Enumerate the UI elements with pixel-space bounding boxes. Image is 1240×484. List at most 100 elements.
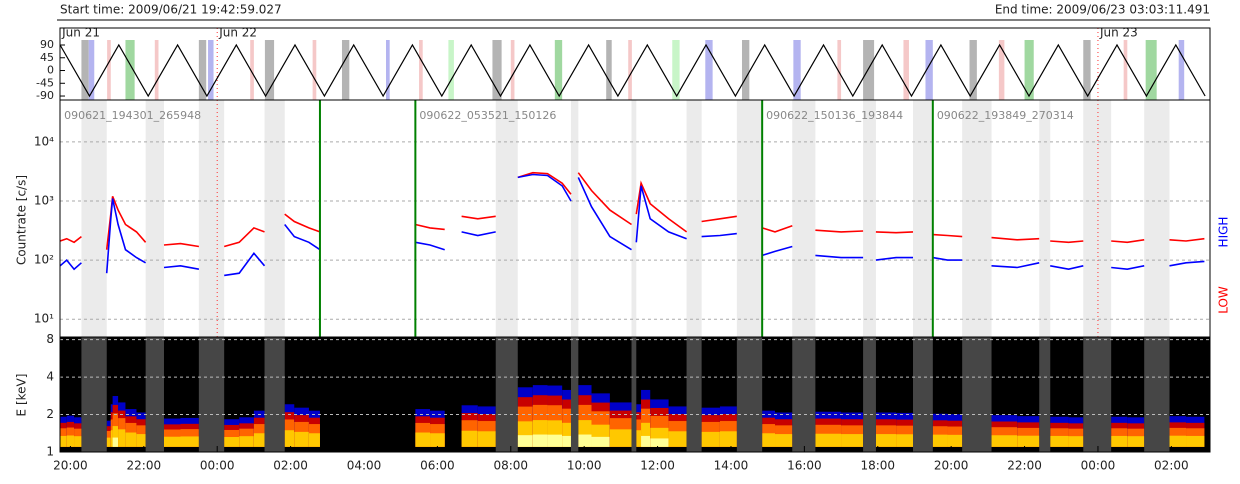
shade-band	[686, 337, 702, 452]
shade-band	[736, 337, 763, 452]
countrate-line	[59, 173, 1205, 277]
attitude-band	[1178, 40, 1185, 100]
attitude-band	[312, 40, 317, 100]
day-label: Jun 21	[61, 26, 100, 40]
y-tick-label: 0	[47, 64, 54, 77]
attitude-band	[606, 40, 612, 100]
attitude-band	[448, 40, 454, 100]
shade-band	[912, 337, 933, 452]
spectrogram-cell	[1111, 435, 1128, 447]
spectrogram-cell	[815, 433, 842, 447]
shade-band	[1039, 337, 1051, 452]
attitude-band	[969, 40, 977, 100]
attitude-band	[264, 40, 275, 100]
shade-band	[264, 100, 285, 337]
attitude-band	[741, 40, 750, 100]
y-tick-label: 4	[46, 370, 54, 384]
x-tick-label: 00:00	[1081, 459, 1116, 473]
attitude-band	[198, 40, 207, 100]
shade-band	[962, 337, 992, 452]
y-tick-label: 1	[46, 445, 54, 459]
attitude-band	[1083, 40, 1091, 100]
shade-band	[631, 100, 637, 337]
attitude-band	[208, 40, 214, 100]
spectrogram-cell	[118, 429, 126, 447]
shade-band	[962, 100, 992, 337]
spectrogram-cell	[609, 429, 632, 447]
attitude-band	[341, 40, 350, 100]
x-tick-label: 02:00	[273, 459, 308, 473]
y-tick-label: -90	[36, 89, 54, 102]
x-tick-label: 22:00	[127, 459, 162, 473]
shade-band	[1039, 100, 1051, 337]
attitude-band	[419, 40, 423, 100]
panel-frame	[59, 336, 1211, 453]
x-tick-label: 04:00	[347, 459, 382, 473]
spectrogram-cell	[668, 431, 687, 447]
spectrogram-cell	[284, 430, 295, 447]
spectrogram-cell	[308, 433, 320, 447]
shade-band	[145, 337, 164, 452]
spectrogram-cell	[294, 431, 309, 447]
spectrogram-cell	[66, 435, 75, 447]
spectrogram-cell	[650, 438, 669, 447]
spectrogram-cell	[461, 430, 478, 447]
spectrogram-cell	[562, 435, 571, 447]
shade-band	[81, 337, 107, 452]
spectrogram-cell	[112, 426, 119, 447]
attitude-band	[837, 40, 842, 100]
attitude-band	[492, 40, 502, 100]
x-tick-label: 16:00	[787, 459, 822, 473]
segment-label: 090621_194301_265948	[64, 109, 201, 122]
shade-band	[792, 337, 816, 452]
shade-band	[792, 100, 816, 337]
attitude-band	[793, 40, 801, 100]
attitude-band	[628, 40, 632, 100]
shade-band	[145, 100, 164, 337]
attitude-line	[59, 43, 1206, 98]
shade-band	[1144, 337, 1170, 452]
spectrogram-cell	[932, 434, 948, 447]
attitude-band	[925, 40, 933, 100]
segment-label: 090622_193849_270314	[937, 109, 1074, 122]
y-tick-label: 2	[46, 407, 54, 421]
start-time: Start time: 2009/06/21 19:42:59.027	[60, 3, 282, 17]
y-tick-label: 10³	[34, 193, 54, 207]
countrate-line	[59, 171, 1205, 250]
segment-label: 090622_053521_150126	[419, 109, 556, 122]
spectrogram-cell	[547, 434, 563, 447]
end-time: End time: 2009/06/23 03:03:11.491	[995, 3, 1210, 17]
spectrogram-cell	[532, 434, 548, 447]
spectrogram-cell	[578, 434, 592, 447]
x-tick-label: 06:00	[420, 459, 455, 473]
spectrogram-cell	[125, 432, 137, 447]
spectrogram-cell	[517, 435, 533, 447]
attitude-band	[1123, 40, 1128, 100]
shade-band	[198, 337, 225, 452]
attitude-band	[863, 40, 875, 100]
spectrogram-cell	[1186, 435, 1205, 447]
spectrogram-cell	[641, 435, 651, 447]
spectrogram-cell	[60, 435, 67, 447]
attitude-band	[998, 40, 1005, 100]
shade-band	[198, 100, 225, 337]
attitude-band	[81, 40, 89, 100]
shade-band	[686, 100, 702, 337]
attitude-band	[1024, 40, 1034, 100]
spectrogram-cell	[430, 433, 445, 447]
shade-band	[1083, 100, 1112, 337]
spectrogram-cell	[106, 437, 111, 447]
spectrogram-cell	[112, 437, 119, 447]
shade-band	[264, 337, 285, 452]
y-tick-label: 90	[40, 38, 54, 51]
x-tick-label: 20:00	[934, 459, 969, 473]
attitude-band	[88, 40, 95, 100]
spectrogram-cell	[253, 433, 265, 447]
spectrogram-cell	[991, 435, 1018, 447]
shade-band	[1083, 337, 1112, 452]
segment-label: 090622_150136_193844	[766, 109, 903, 122]
shade-band	[863, 337, 876, 452]
spectrogram-cell	[636, 430, 642, 447]
x-tick-label: 10:00	[567, 459, 602, 473]
